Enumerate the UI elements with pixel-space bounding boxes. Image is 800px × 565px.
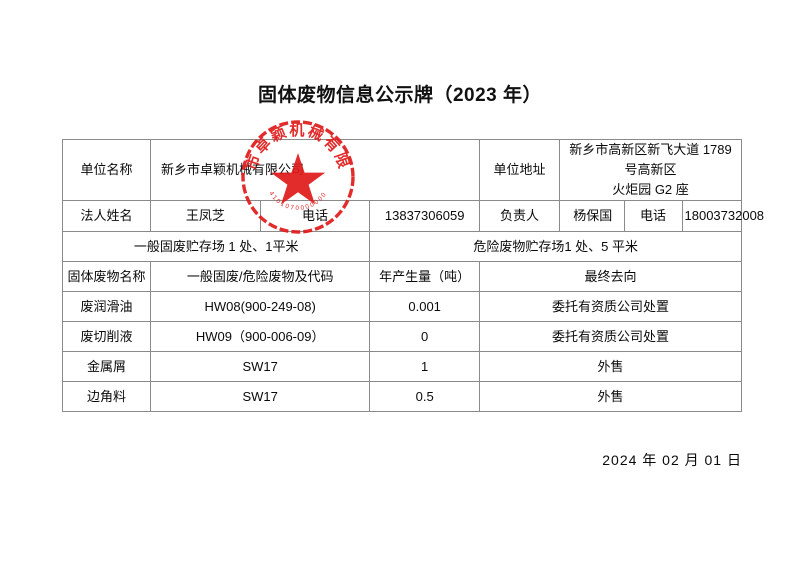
header-annual-amount: 年产生量（吨） [369,261,480,293]
waste-code: HW08(900-249-08) [149,291,371,323]
waste-code: SW17 [149,351,371,383]
manager-phone-value: 18003732008 [684,208,765,224]
table-row-contacts: 法人姓名 王凤芝 电话 13837306059 负责人 杨保国 电话 18003… [62,200,765,233]
general-storage-value: 一般固废贮存场 1 处、1平米 [61,231,371,263]
waste-code: HW09（900-006-09） [149,321,371,353]
legal-phone-label: 电话 [259,200,371,233]
waste-amount: 1 [369,351,480,383]
table-row-storage: 一般固废贮存场 1 处、1平米 危险废物贮存场1 处、5 平米 [61,231,742,263]
waste-name: 废切削液 [62,321,151,353]
header-destination: 最终去向 [479,261,742,293]
unit-name-value: 新乡市卓颖机械有限公司 [150,138,480,202]
waste-disclosure-table-wrapper: 单位名称 新乡市卓颖机械有限公司 单位地址 新乡市高新区新飞大道 1789 号高… [61,138,765,413]
unit-address-line-1: 新乡市高新区新飞大道 1789 号高新区 [569,142,732,178]
legal-person-label: 法人姓名 [62,200,151,233]
hazardous-storage-value: 危险废物贮存场1 处、5 平米 [369,231,742,263]
page-title: 固体废物信息公示牌（2023 年） [257,85,543,106]
waste-amount: 0.001 [369,291,480,323]
header-waste-code: 一般固废/危险废物及代码 [149,261,371,293]
manager-label: 负责人 [479,200,560,233]
unit-address-label: 单位地址 [479,138,560,202]
header-waste-name: 固体废物名称 [62,261,151,293]
waste-name: 废润滑油 [62,291,151,323]
table-row: 金属屑 SW17 1 外售 [62,351,742,383]
table-row: 边角料 SW17 0.5 外售 [62,381,742,413]
table-header-row: 固体废物名称 一般固废/危险废物及代码 年产生量（吨） 最终去向 [62,261,742,293]
legal-phone-value: 13837306059 [369,200,480,233]
waste-destination: 委托有资质公司处置 [479,291,742,323]
manager-block: 杨保国 电话 18003732008 [559,200,765,233]
waste-amount: 0.5 [369,381,480,413]
unit-address-line-2: 火炬园 G2 座 [612,182,689,198]
table-row: 废润滑油 HW08(900-249-08) 0.001 委托有资质公司处置 [62,291,742,323]
waste-destination: 外售 [479,351,742,383]
legal-person-value: 王凤芝 [150,200,261,233]
waste-amount: 0 [369,321,480,353]
waste-destination: 委托有资质公司处置 [479,321,742,353]
table-row-unit: 单位名称 新乡市卓颖机械有限公司 单位地址 新乡市高新区新飞大道 1789 号高… [62,138,742,202]
unit-name-label: 单位名称 [62,138,151,202]
unit-address-value: 新乡市高新区新飞大道 1789 号高新区 火炬园 G2 座 [559,138,742,202]
document-date: 2024 年 02 月 01 日 [602,452,742,468]
manager-value: 杨保国 [562,201,625,232]
waste-destination: 外售 [479,381,742,413]
waste-name: 边角料 [62,381,151,413]
waste-code: SW17 [149,381,371,413]
manager-phone-label: 电话 [624,201,683,232]
waste-name: 金属屑 [62,351,151,383]
table-row: 废切削液 HW09（900-006-09） 0 委托有资质公司处置 [62,321,742,353]
waste-disclosure-table: 单位名称 新乡市卓颖机械有限公司 单位地址 新乡市高新区新飞大道 1789 号高… [61,138,765,413]
